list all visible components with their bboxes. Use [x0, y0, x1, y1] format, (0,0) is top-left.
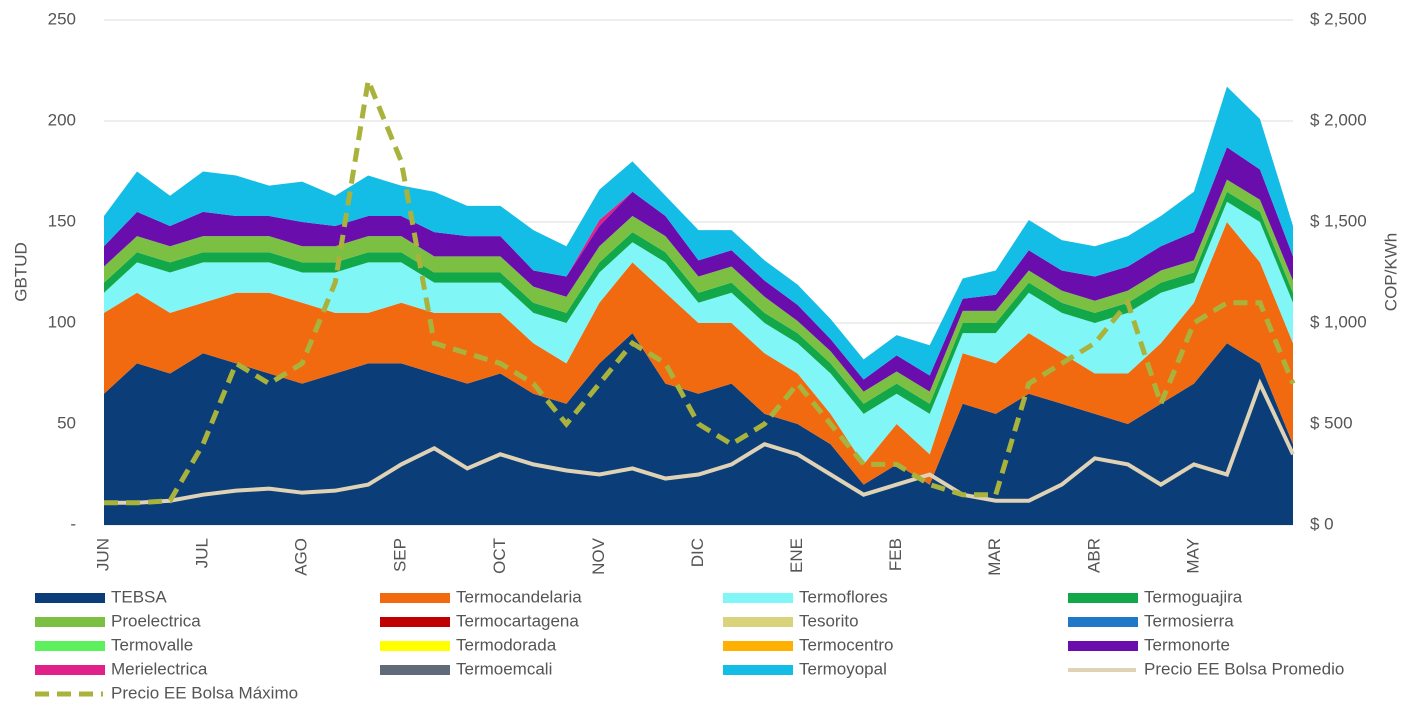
legend-swatch	[35, 593, 105, 603]
area	[104, 201, 1293, 465]
line	[104, 71, 1296, 506]
legend-swatch	[1068, 617, 1138, 627]
x-tick-label: AGO	[292, 538, 311, 576]
y2-tick-label: $ 1,500	[1310, 211, 1367, 230]
x-tick-label: JUL	[193, 538, 212, 568]
x-tick-label: MAR	[985, 538, 1004, 576]
y2-tick-label: $ 2,500	[1310, 9, 1367, 28]
x-tick-label: FEB	[886, 538, 905, 571]
legend-swatch	[35, 617, 105, 627]
legend-label: Termocandelaria	[456, 587, 582, 606]
legend-swatch	[380, 593, 450, 603]
legend-swatch	[1068, 641, 1138, 651]
legend-label: Precio EE Bolsa Promedio	[1144, 659, 1344, 678]
line	[104, 378, 1295, 505]
legend-swatch	[723, 641, 793, 651]
y-tick-label: 200	[48, 110, 76, 129]
x-tick-label: ABR	[1084, 538, 1103, 573]
legend-label: Precio EE Bolsa Máximo	[111, 683, 298, 702]
legend-label: Termoguajira	[1144, 587, 1243, 606]
y-axis-label: GBTUD	[11, 242, 30, 302]
y-tick-label: 50	[57, 413, 76, 432]
legend-label: Termocartagena	[456, 611, 579, 630]
legend-swatch	[380, 665, 450, 675]
area	[104, 191, 1293, 414]
legend-label: Termoyopal	[799, 659, 887, 678]
area	[104, 222, 1293, 485]
legend-label: Termocentro	[799, 635, 893, 654]
legend-swatch	[1068, 593, 1138, 603]
area	[104, 147, 1293, 392]
legend-label: Termodorada	[456, 635, 557, 654]
legend-swatch	[35, 665, 105, 675]
legend-swatch	[723, 593, 793, 603]
legend-label: Termoflores	[799, 587, 888, 606]
legend-label: Termoemcali	[456, 659, 552, 678]
y-tick-label: -	[70, 514, 76, 533]
y2-tick-label: $ 2,000	[1310, 110, 1367, 129]
y-tick-label: 100	[48, 312, 76, 331]
legend-swatch	[723, 665, 793, 675]
y2-axis-label: COP/KWh	[1381, 233, 1400, 311]
x-tick-label: NOV	[589, 537, 608, 575]
y2-tick-label: $ 500	[1310, 413, 1353, 432]
legend-label: Termosierra	[1144, 611, 1234, 630]
y2-tick-label: $ 0	[1310, 514, 1334, 533]
y-tick-label: 150	[48, 211, 76, 230]
legend-label: Termonorte	[1144, 635, 1230, 654]
legend-label: Tesorito	[799, 611, 859, 630]
x-tick-label: ENE	[787, 538, 806, 573]
x-tick-label: DIC	[688, 538, 707, 567]
legend-label: Merielectrica	[111, 659, 208, 678]
legend-swatch	[35, 641, 105, 651]
legend-label: Proelectrica	[111, 611, 201, 630]
legend-label: TEBSA	[111, 587, 167, 606]
x-tick-label: MAY	[1183, 538, 1202, 574]
x-tick-label: OCT	[490, 538, 509, 574]
y-tick-label: 250	[48, 9, 76, 28]
area	[104, 333, 1293, 525]
legend-swatch	[723, 617, 793, 627]
x-tick-label: JUN	[93, 538, 112, 571]
y2-tick-label: $ 1,000	[1310, 312, 1367, 331]
x-tick-label: SEP	[391, 538, 410, 572]
area	[104, 86, 1293, 380]
legend-label: Termovalle	[111, 635, 193, 654]
area	[104, 179, 1293, 404]
legend-swatch	[380, 641, 450, 651]
legend-swatch	[380, 617, 450, 627]
